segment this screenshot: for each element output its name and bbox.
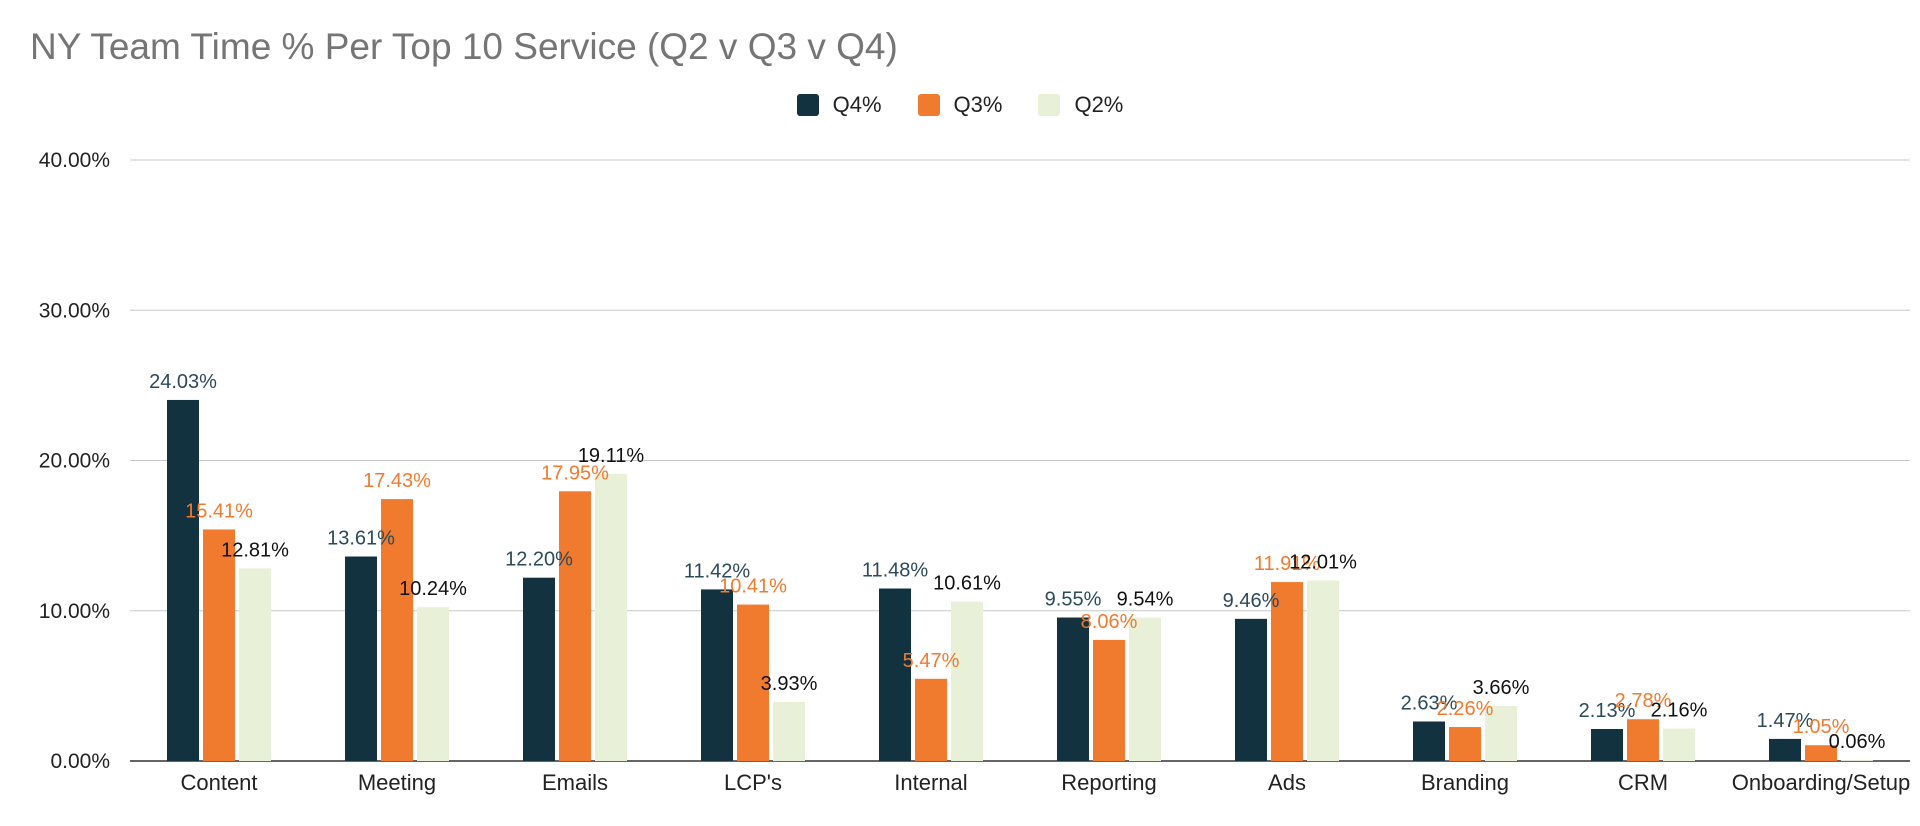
data-label: 17.95%	[541, 462, 609, 484]
bar-q4-7[interactable]	[1413, 721, 1445, 761]
legend: Q4% Q3% Q2%	[0, 92, 1920, 118]
bar-q4-2[interactable]	[523, 577, 555, 761]
data-label: 15.41%	[185, 500, 253, 522]
data-label: 2.16%	[1651, 700, 1708, 722]
category-label: Onboarding/Setup	[1732, 770, 1911, 795]
bar-q4-6[interactable]	[1235, 618, 1267, 761]
bar-q2-4[interactable]	[951, 601, 983, 761]
data-label: 12.01%	[1289, 552, 1357, 574]
bar-q2-0[interactable]	[239, 568, 271, 761]
y-tick-label: 10.00%	[39, 600, 110, 623]
data-label: 1.05%	[1793, 716, 1850, 738]
y-tick-label: 0.00%	[50, 750, 110, 773]
y-tick-label: 30.00%	[39, 299, 110, 322]
data-label: 8.06%	[1081, 611, 1138, 633]
data-label: 12.81%	[221, 540, 289, 562]
category-label: Internal	[894, 770, 967, 795]
legend-item-q4[interactable]: Q4%	[796, 92, 882, 118]
bar-q3-0[interactable]	[203, 529, 235, 761]
chart-title: NY Team Time % Per Top 10 Service (Q2 v …	[30, 26, 898, 67]
axes: 0.00% 10.00% 20.00% 30.00% 40.00% Content Meet…	[39, 149, 1911, 795]
data-label: 2.26%	[1437, 698, 1494, 720]
category-label: CRM	[1618, 770, 1668, 795]
bar-q3-4[interactable]	[915, 678, 947, 761]
bar-q4-9[interactable]	[1769, 738, 1801, 761]
legend-label-q4: Q4%	[832, 92, 882, 117]
bar-q2-8[interactable]	[1663, 728, 1695, 761]
legend-swatch-q3	[917, 94, 940, 116]
y-tick-label: 20.00%	[39, 450, 110, 473]
category-label: Emails	[542, 770, 608, 795]
bar-q3-8[interactable]	[1627, 719, 1659, 761]
bar-q2-3[interactable]	[773, 701, 805, 761]
data-label: 2.13%	[1579, 700, 1636, 722]
bar-q3-7[interactable]	[1449, 727, 1481, 761]
data-label: 5.47%	[903, 650, 960, 672]
data-label: 19.11%	[578, 445, 645, 467]
data-label: 24.03%	[149, 371, 217, 393]
data-label: 3.93%	[761, 673, 818, 695]
category-label: Meeting	[358, 770, 436, 795]
data-label: 13.61%	[327, 528, 395, 550]
data-label: 0.06%	[1829, 731, 1886, 753]
bar-q2-9[interactable]	[1841, 760, 1873, 761]
category-label: Content	[180, 770, 257, 795]
data-label: 2.63%	[1401, 692, 1458, 714]
data-label: 9.55%	[1045, 589, 1102, 611]
category-label: LCP's	[724, 770, 782, 795]
data-label: 11.42%	[684, 560, 751, 582]
category-label: Ads	[1268, 770, 1306, 795]
legend-swatch-q2	[1038, 94, 1061, 116]
bar-q4-8[interactable]	[1591, 728, 1623, 761]
bar-q3-5[interactable]	[1093, 639, 1125, 761]
data-label: 10.24%	[399, 578, 467, 600]
data-label: 11.91%	[1254, 553, 1321, 575]
bar-q4-0[interactable]	[167, 399, 199, 761]
bar-q2-5[interactable]	[1129, 617, 1161, 761]
data-label: 9.54%	[1117, 589, 1174, 611]
bars	[167, 399, 1873, 761]
legend-label-q2: Q2%	[1074, 92, 1124, 117]
data-label: 10.41%	[719, 576, 787, 598]
data-label: 10.61%	[933, 573, 1001, 595]
bar-q4-1[interactable]	[345, 556, 377, 761]
legend-item-q2[interactable]: Q2%	[1038, 92, 1123, 118]
data-labels: 24.03% 15.41% 12.81% 13.61% 17.43% 10.24% 12.2…	[149, 371, 1885, 753]
bar-q2-6[interactable]	[1307, 580, 1339, 761]
bar-q4-3[interactable]	[701, 589, 733, 761]
data-label: 9.46%	[1223, 590, 1280, 612]
data-label: 2.78%	[1615, 690, 1672, 712]
category-label: Reporting	[1061, 770, 1156, 795]
data-label: 17.43%	[363, 470, 431, 492]
legend-label-q3: Q3%	[953, 92, 1003, 117]
category-label: Branding	[1421, 770, 1509, 795]
bar-q3-3[interactable]	[737, 604, 769, 761]
bar-q3-6[interactable]	[1271, 582, 1303, 761]
bar-q4-4[interactable]	[879, 588, 911, 761]
bar-q3-1[interactable]	[381, 499, 413, 761]
data-label: 11.48%	[862, 560, 929, 582]
y-tick-label: 40.00%	[39, 149, 110, 172]
bar-q2-7[interactable]	[1485, 706, 1517, 761]
data-label: 12.20%	[505, 549, 573, 571]
data-label: 3.66%	[1473, 677, 1530, 699]
legend-item-q3[interactable]: Q3%	[917, 92, 1003, 118]
data-label: 1.47%	[1757, 710, 1814, 732]
bar-q3-2[interactable]	[559, 491, 591, 761]
legend-swatch-q4	[796, 94, 819, 116]
bar-q2-1[interactable]	[417, 607, 449, 761]
bar-q3-9[interactable]	[1805, 745, 1837, 761]
bar-q4-5[interactable]	[1057, 617, 1089, 761]
bar-q2-2[interactable]	[595, 473, 627, 761]
